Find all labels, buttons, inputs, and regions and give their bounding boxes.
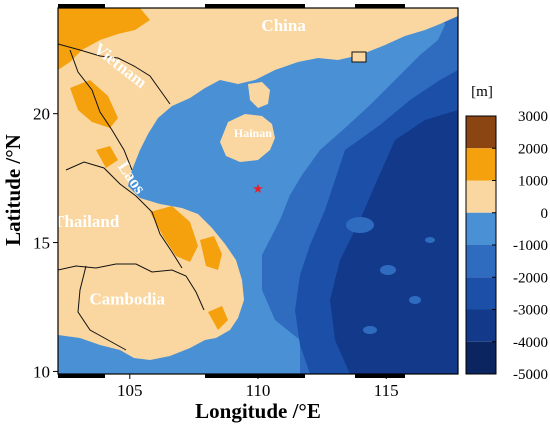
colorbar-label: -1000 [513, 238, 548, 254]
place-label-thailand: Thailand [53, 212, 120, 231]
highland-terrain [150, 206, 198, 262]
colorbar-band [466, 277, 496, 310]
place-label-china: China [261, 16, 306, 35]
highland-terrain [58, 8, 150, 70]
colorbar-label: 0 [541, 206, 549, 222]
star-marker-icon: ★ [252, 181, 264, 196]
place-label-hainan: Hainan [234, 126, 272, 140]
seamount [363, 326, 377, 334]
colorbar-band [466, 309, 496, 342]
country-border [65, 161, 183, 269]
seamount [380, 265, 396, 275]
frame-scale-segment [58, 4, 105, 8]
x-tick-label: 110 [246, 381, 271, 400]
frame-scale-segment [205, 4, 305, 8]
colorbar-band [466, 180, 496, 213]
colorbar-band [466, 116, 496, 149]
y-tick-label: 15 [33, 234, 50, 253]
highland-terrain [70, 80, 118, 128]
country-border [69, 49, 133, 171]
colorbar-label: -5000 [513, 367, 548, 383]
frame-scale-bars [58, 4, 405, 378]
abyssal-plain-zone [330, 110, 458, 374]
colorbar-unit: [m] [471, 84, 493, 100]
frame-scale-segment [205, 374, 305, 378]
frame-scale-segment [355, 4, 405, 8]
colorbar-band [466, 341, 496, 374]
y-tick-label: 10 [33, 362, 50, 381]
x-tick-label: 115 [374, 381, 399, 400]
country-border [58, 43, 171, 105]
colorbar-band [466, 148, 496, 181]
seamount [425, 237, 435, 243]
x-axis-ticks: 105 110 115 [117, 374, 399, 400]
frame-scale-segment [58, 374, 105, 378]
colorbar-label: -3000 [513, 303, 548, 319]
peninsula [248, 82, 270, 108]
colorbar: 3000 2000 1000 0 -1000 -2000 -3000 -4000 -5000 [465, 109, 549, 383]
colorbar-label: 3000 [518, 109, 548, 125]
country-border [77, 265, 127, 351]
highland-terrain [96, 146, 118, 168]
y-tick-label: 20 [33, 105, 50, 124]
place-label-cambodia: Cambodia [89, 289, 165, 308]
frame-scale-segment [355, 374, 405, 378]
highland-terrain [200, 236, 222, 270]
seamount [409, 296, 421, 304]
y-axis-title: Latitude /°N [1, 134, 25, 246]
highland-terrain [208, 306, 228, 330]
colorbar-label: 2000 [518, 141, 548, 157]
x-tick-label: 105 [117, 381, 143, 400]
colorbar-band [466, 245, 496, 278]
colorbar-label: -4000 [513, 335, 548, 351]
colorbar-label: 1000 [518, 174, 548, 190]
hainan-island [220, 114, 275, 162]
estuary-islets [351, 51, 367, 63]
colorbar-label: -2000 [513, 270, 548, 286]
mainland-land [58, 8, 458, 360]
colorbar-band [466, 212, 496, 245]
x-axis-title: Longitude /°E [195, 399, 321, 423]
y-axis-ticks: 10 15 20 [33, 105, 58, 381]
seamount [346, 217, 374, 233]
map-panel [58, 8, 458, 374]
